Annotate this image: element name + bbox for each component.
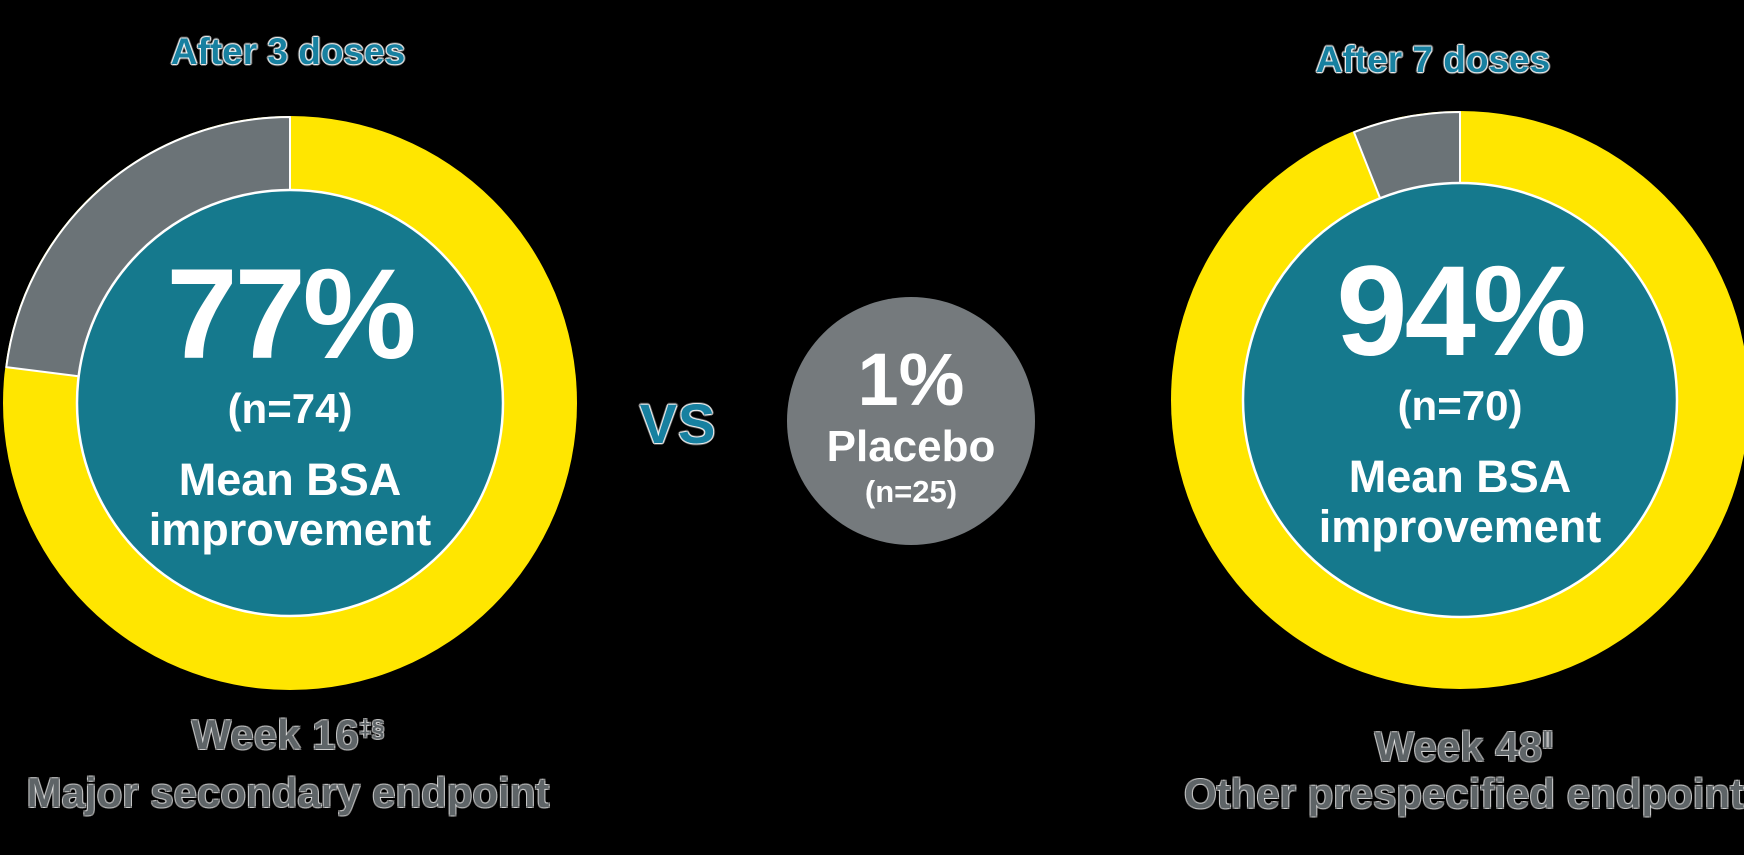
left-donut-center-disc xyxy=(75,188,505,618)
right-caption-week-text: Week 48 xyxy=(1374,723,1542,770)
right-caption-endpoint: Other prespecified endpoint xyxy=(1183,770,1744,817)
left-caption-week-footnote: ‡§ xyxy=(358,715,385,742)
right-caption: Week 48‖ Other prespecified endpoint xyxy=(1164,726,1744,815)
right-donut-chart xyxy=(1171,111,1744,689)
right-dose-header: After 7 doses xyxy=(1315,39,1551,80)
right-donut-center-disc xyxy=(1241,181,1679,619)
placebo-n: (n=25) xyxy=(864,474,958,510)
left-donut-chart xyxy=(3,116,577,690)
right-caption-week-footnote: ‖ xyxy=(1541,727,1554,754)
left-caption-week: Week 16‡§ xyxy=(8,714,568,756)
right-caption-week: Week 48‖ xyxy=(1164,726,1744,768)
versus-label: VS xyxy=(639,392,717,455)
left-caption-endpoint: Major secondary endpoint xyxy=(26,769,550,816)
placebo-label: Placebo xyxy=(826,421,996,471)
placebo-circle: 1% Placebo (n=25) xyxy=(787,297,1035,545)
placebo-value: 1% xyxy=(857,337,965,421)
left-caption: Week 16‡§ Major secondary endpoint xyxy=(8,714,568,814)
left-caption-week-text: Week 16 xyxy=(191,711,359,758)
left-dose-header: After 3 doses xyxy=(170,31,406,72)
